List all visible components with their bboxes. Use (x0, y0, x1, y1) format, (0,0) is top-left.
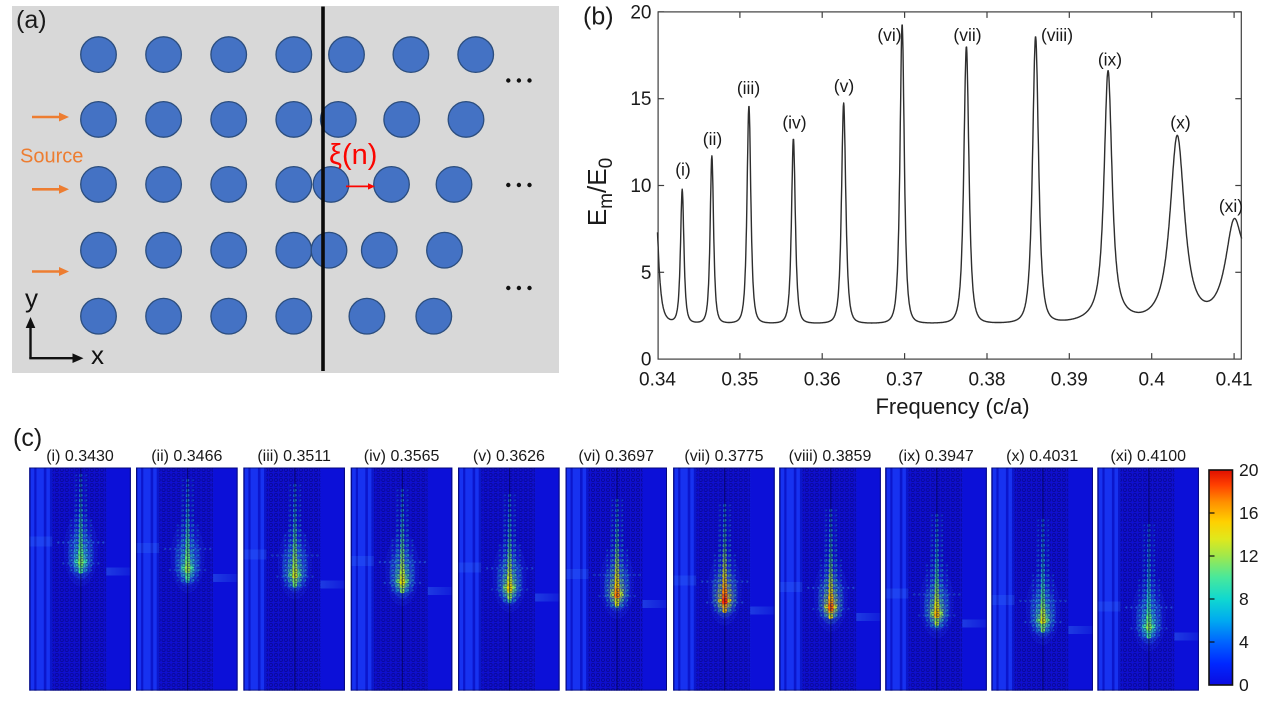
svg-text:(i): (i) (675, 160, 691, 180)
svg-text:(vii): (vii) (953, 25, 981, 45)
svg-text:0.35: 0.35 (721, 370, 758, 391)
svg-text:5: 5 (641, 263, 652, 284)
svg-text:(x) 0.4031: (x) 0.4031 (1006, 448, 1078, 465)
svg-text:Em/E0: Em/E0 (582, 158, 617, 226)
svg-text:(v) 0.3626: (v) 0.3626 (473, 448, 545, 465)
svg-text:(iii): (iii) (737, 78, 760, 98)
svg-text:0.4: 0.4 (1138, 370, 1165, 391)
svg-text:(ix) 0.3947: (ix) 0.3947 (898, 448, 974, 465)
svg-text:(vii) 0.3775: (vii) 0.3775 (684, 448, 763, 465)
svg-text:(ii): (ii) (703, 129, 722, 149)
svg-text:x: x (91, 340, 104, 370)
svg-text:0.37: 0.37 (886, 370, 923, 391)
svg-text:(vi): (vi) (877, 25, 901, 45)
svg-text:10: 10 (630, 176, 651, 197)
svg-text:0.41: 0.41 (1216, 370, 1253, 391)
svg-text:0: 0 (641, 350, 652, 371)
svg-text:12: 12 (1239, 546, 1258, 566)
svg-text:(viii): (viii) (1041, 25, 1073, 45)
svg-text:(v): (v) (834, 76, 854, 96)
svg-text:15: 15 (630, 89, 651, 110)
svg-text:(b): (b) (583, 3, 614, 31)
svg-text:(xi) 0.4100: (xi) 0.4100 (1110, 448, 1186, 465)
svg-text:Source: Source (20, 146, 83, 168)
svg-text:4: 4 (1239, 632, 1249, 652)
svg-text:0.39: 0.39 (1051, 370, 1088, 391)
svg-text:(c): (c) (13, 424, 42, 452)
svg-text:(ii) 0.3466: (ii) 0.3466 (151, 448, 222, 465)
svg-text:20: 20 (630, 2, 651, 23)
svg-text:0: 0 (1239, 675, 1249, 695)
svg-text:y: y (25, 283, 38, 313)
svg-text:Frequency (c/a): Frequency (c/a) (875, 394, 1029, 419)
svg-text:8: 8 (1239, 589, 1249, 609)
svg-text:(iii) 0.3511: (iii) 0.3511 (257, 448, 331, 465)
svg-text:0.38: 0.38 (969, 370, 1006, 391)
svg-text:ξ(n): ξ(n) (329, 139, 377, 171)
svg-text:0.36: 0.36 (804, 370, 841, 391)
svg-text:(iv): (iv) (782, 113, 806, 133)
svg-text:(xi): (xi) (1219, 196, 1243, 216)
svg-text:(x): (x) (1170, 113, 1190, 133)
svg-text:(iv) 0.3565: (iv) 0.3565 (364, 448, 440, 465)
svg-text:(i) 0.3430: (i) 0.3430 (46, 448, 114, 465)
svg-text:(ix): (ix) (1098, 50, 1122, 70)
svg-text:16: 16 (1239, 503, 1258, 523)
svg-text:(viii) 0.3859: (viii) 0.3859 (789, 448, 872, 465)
svg-text:(a): (a) (16, 6, 47, 34)
svg-text:0.34: 0.34 (639, 370, 676, 391)
svg-text:20: 20 (1239, 460, 1259, 480)
svg-text:(vi) 0.3697: (vi) 0.3697 (578, 448, 654, 465)
